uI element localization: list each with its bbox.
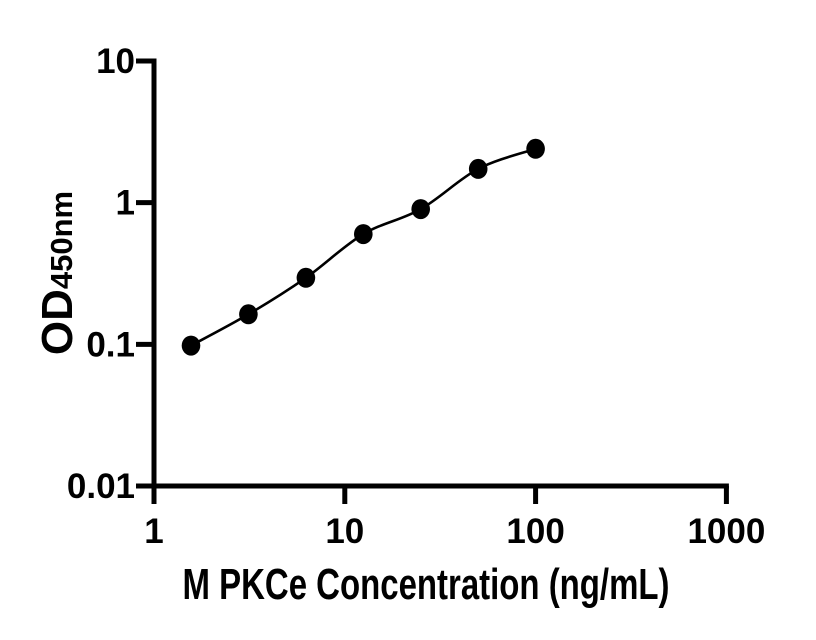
y-tick-label: 10 <box>96 42 135 81</box>
y-axis-title-main: OD <box>33 289 82 355</box>
y-tick-label: 1 <box>116 184 135 223</box>
y-tick-label: 0.01 <box>67 467 135 506</box>
plot-layer <box>181 138 545 356</box>
x-tick-label: 1000 <box>687 512 765 551</box>
data-point <box>468 158 488 179</box>
data-point <box>526 138 545 159</box>
x-tick-label: 1 <box>144 512 163 551</box>
x-tick-label: 10 <box>325 512 364 551</box>
y-axis-title: OD450nm <box>33 191 82 355</box>
data-point <box>411 199 431 220</box>
data-point <box>354 224 373 245</box>
data-point <box>239 304 258 325</box>
x-tick-label: 100 <box>506 512 564 551</box>
y-tick-label: 0.1 <box>86 325 135 364</box>
data-point <box>181 335 201 356</box>
x-axis-title: M PKCe Concentration (ng/mL) <box>183 560 670 609</box>
y-axis-title-subscript: 450nm <box>44 191 79 289</box>
data-point <box>296 267 316 288</box>
